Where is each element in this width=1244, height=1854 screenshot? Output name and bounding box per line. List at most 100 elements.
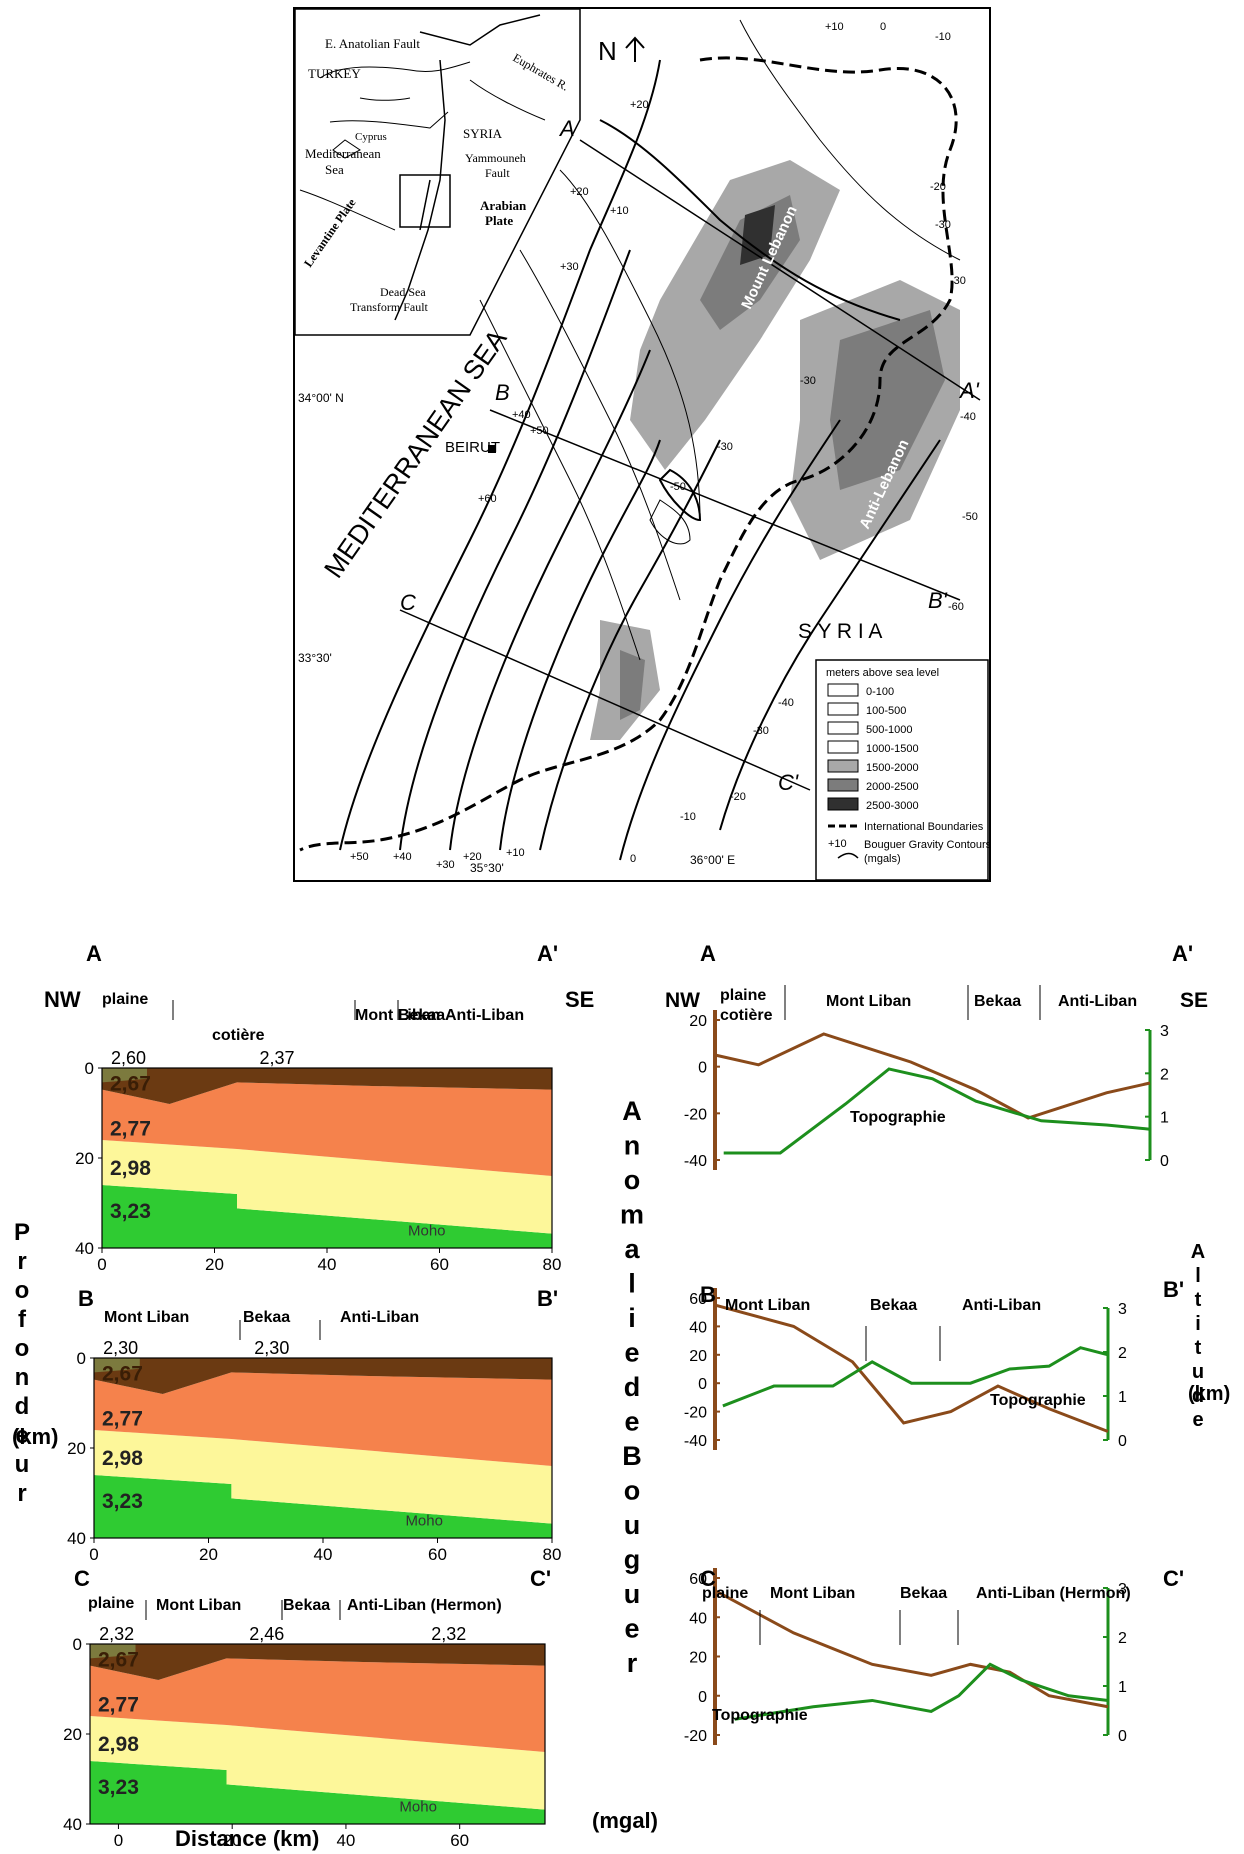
topography-label: Topographie (850, 1109, 946, 1126)
contour-value: -50 (962, 511, 978, 523)
x-tick-label: 80 (543, 1545, 562, 1564)
density-label: 2,77 (102, 1407, 143, 1430)
cross-sections: Moho 2,67 2,77 2,98 3,23 2,60 2,37 0 20 40 60 80 0 20… (44, 941, 594, 1850)
region-label: plaine (102, 991, 148, 1008)
bouguer-axis-letter: e (624, 1338, 639, 1368)
middle-crust-layer (90, 1658, 545, 1752)
region-label: Bekaa (243, 1309, 290, 1326)
profile-start: A (700, 941, 716, 966)
x-tick-label: 20 (223, 1831, 242, 1850)
city-marker (488, 445, 496, 453)
bouguer-axis-letter: d (624, 1372, 641, 1402)
legend-swatch (827, 797, 859, 811)
contour-value: +10 (610, 205, 629, 217)
bouguer-tick: 0 (698, 1060, 707, 1077)
inset-label: E. Anatolian Fault (325, 36, 420, 51)
profile-label-c-prime: C' (778, 770, 799, 795)
sediment-layer (94, 1358, 140, 1373)
contour-value: +10 (825, 21, 844, 33)
legend-item: 2500-3000 (866, 800, 919, 812)
bouguer-axis-letter: m (620, 1200, 644, 1230)
x-tick-label: 0 (89, 1545, 98, 1564)
bouguer-axis-letter: r (627, 1648, 638, 1678)
x-tick-label: 40 (314, 1545, 333, 1564)
altitude-axis-letter: d (1192, 1385, 1204, 1407)
section-start: C (74, 1566, 90, 1591)
x-tick-label: 60 (450, 1831, 469, 1850)
y-tick-label: 20 (63, 1725, 82, 1744)
y-tick-label: 40 (75, 1239, 94, 1258)
altitude-tick: 0 (1118, 1728, 1127, 1745)
legend-item: 1500-2000 (866, 762, 919, 774)
depth-axis-letter: P (14, 1219, 30, 1246)
topography-label: Topographie (990, 1392, 1086, 1409)
depth-axis-letter: e (15, 1422, 28, 1449)
altitude-axis-letter: i (1195, 1313, 1201, 1335)
section-start: B (78, 1286, 94, 1311)
contour-value: +40 (512, 409, 531, 421)
bouguer-unit: (mgal) (592, 1808, 658, 1833)
inset-label: SYRIA (463, 126, 503, 141)
y-tick-label: 40 (63, 1815, 82, 1834)
moho-label: Moho (405, 1512, 443, 1529)
profile-2: 60 40 20 0 -20 -40 3 2 1 0 Topographie B B' Mont Liba… (684, 1277, 1184, 1450)
bouguer-anomaly-curve (714, 1303, 1109, 1433)
inset-map: E. Anatolian Fault TURKEY Euphrates R. S… (294, 8, 581, 336)
upper-crust-layer (102, 1068, 552, 1104)
depth-unit: (km) (12, 1424, 58, 1449)
legend-swatch (827, 683, 859, 697)
profile-label-c: C (400, 590, 416, 615)
density-label: 2,67 (110, 1072, 151, 1095)
bouguer-tick: -20 (684, 1728, 707, 1745)
bouguer-axis-letter: e (624, 1614, 639, 1644)
depth-axis-letter: n (15, 1364, 30, 1391)
bouguer-tick: 20 (689, 1348, 707, 1365)
x-tick-label: 20 (199, 1545, 218, 1564)
city-label: BEIRUT (445, 439, 500, 456)
region-label: Mont Liban (770, 1585, 855, 1602)
x-tick-label: 0 (97, 1255, 106, 1274)
contour-value: -40 (960, 411, 976, 423)
profile-lines (399, 139, 981, 791)
profile-1: 20 0 -20 -40 3 2 1 0 Topographie A A' NW SE plaine cot… (665, 941, 1208, 1170)
altitude-axis-letter: A (1191, 1241, 1205, 1263)
density-label: 2,98 (102, 1447, 143, 1470)
bouguer-tick: 60 (689, 1291, 707, 1308)
inset-label: Mediterranean (305, 146, 381, 161)
topography (590, 160, 960, 740)
altitude-tick: 0 (1118, 1433, 1127, 1450)
section-3: Moho 2,67 2,77 2,98 3,23 2,32 2,46 2,32 0 20 40 60 0… (63, 1566, 551, 1850)
contour-value: -50 (670, 481, 686, 493)
lower-crust-layer (90, 1716, 545, 1810)
region-label: Anti-Liban (1058, 993, 1137, 1010)
region-label: Bekaa (900, 1585, 947, 1602)
region-label: Bekaa (283, 1597, 330, 1614)
inset-label: Dead Sea (380, 285, 426, 299)
bouguer-axis-letter: u (624, 1510, 641, 1540)
profile-label-a: A (558, 116, 575, 141)
legend-item: 2000-2500 (866, 781, 919, 793)
contour-value: +20 (630, 99, 649, 111)
contour-value: -10 (935, 31, 951, 43)
profile-3: 60 40 20 0 -20 3 2 1 0 Topographie C C' plaine Mont L… (684, 1566, 1184, 1745)
contour-value: +50 (350, 851, 369, 863)
bouguer-axis-letter: o (624, 1476, 641, 1506)
contour-value: +20 (570, 186, 589, 198)
x-tick-label: 20 (205, 1255, 224, 1274)
x-tick-label: 40 (336, 1831, 355, 1850)
altitude-tick: 1 (1118, 1389, 1127, 1406)
region-label: Bekaa (398, 1007, 445, 1024)
altitude-tick: 3 (1118, 1301, 1127, 1318)
altitude-tick: 3 (1118, 1581, 1127, 1598)
surface-density-label: 2,37 (260, 1048, 295, 1068)
sediment-layer (102, 1068, 147, 1083)
bouguer-axis-letter: A (622, 1096, 642, 1126)
direction-left: NW (44, 987, 81, 1012)
bouguer-axis-letter: i (628, 1303, 636, 1333)
lon-label: 35°30' (470, 861, 504, 875)
density-label: 2,98 (110, 1157, 151, 1180)
north-arrow-icon (625, 36, 645, 62)
density-label: 2,77 (110, 1117, 151, 1140)
profile-label-b: B (495, 380, 510, 405)
